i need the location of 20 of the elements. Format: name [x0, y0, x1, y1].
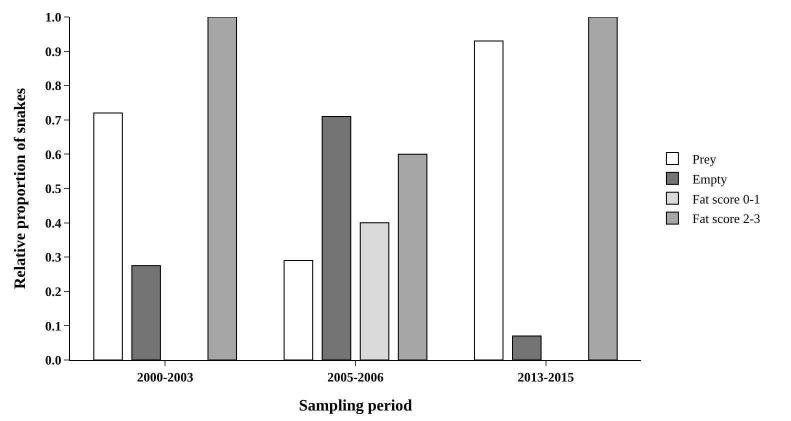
- x-tick-label: 2005-2006: [327, 370, 384, 385]
- y-tick-label: 0.3: [45, 250, 62, 265]
- y-tick-label: 0.9: [45, 44, 62, 59]
- y-tick-label: 0.5: [45, 181, 62, 196]
- y-tick-label: 0.7: [45, 112, 62, 128]
- y-tick-label: 0.4: [45, 215, 62, 230]
- x-tick-label: 2013-2015: [518, 370, 574, 385]
- y-tick-label: 1.0: [45, 10, 62, 25]
- x-axis-title: Sampling period: [298, 397, 412, 414]
- y-tick-label: 0.1: [45, 318, 62, 334]
- legend-label: Fat score 2-3: [692, 211, 760, 226]
- y-tick-label: 0.2: [45, 284, 62, 299]
- legend-label: Empty: [692, 171, 728, 186]
- y-tick-label: 0.8: [45, 78, 62, 94]
- y-tick-label: 0.0: [45, 352, 62, 368]
- x-tick-label: 2000-2003: [137, 370, 194, 385]
- legend-label: Fat score 0-1: [692, 191, 760, 206]
- y-tick-label: 0.6: [45, 146, 62, 162]
- y-axis-title: Relative proportion of snakes: [12, 88, 30, 290]
- legend-label: Prey: [692, 152, 717, 167]
